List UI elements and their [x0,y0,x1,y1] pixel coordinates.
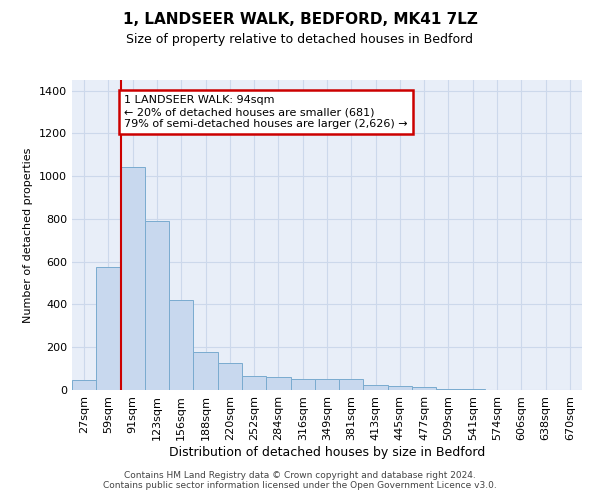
Bar [412,387,436,390]
Bar [193,352,218,390]
Bar [72,380,96,390]
Bar [339,380,364,390]
Y-axis label: Number of detached properties: Number of detached properties [23,148,34,322]
Bar [388,386,412,390]
Bar [436,389,461,390]
Text: 1, LANDSEER WALK, BEDFORD, MK41 7LZ: 1, LANDSEER WALK, BEDFORD, MK41 7LZ [122,12,478,28]
Bar [218,364,242,390]
Text: 1 LANDSEER WALK: 94sqm
← 20% of detached houses are smaller (681)
79% of semi-de: 1 LANDSEER WALK: 94sqm ← 20% of detached… [124,96,408,128]
Bar [290,380,315,390]
Text: Contains HM Land Registry data © Crown copyright and database right 2024.
Contai: Contains HM Land Registry data © Crown c… [103,470,497,490]
X-axis label: Distribution of detached houses by size in Bedford: Distribution of detached houses by size … [169,446,485,458]
Bar [121,167,145,390]
Bar [266,377,290,390]
Bar [96,267,121,390]
Text: Size of property relative to detached houses in Bedford: Size of property relative to detached ho… [127,32,473,46]
Bar [145,221,169,390]
Bar [169,300,193,390]
Bar [242,376,266,390]
Bar [315,380,339,390]
Bar [364,384,388,390]
